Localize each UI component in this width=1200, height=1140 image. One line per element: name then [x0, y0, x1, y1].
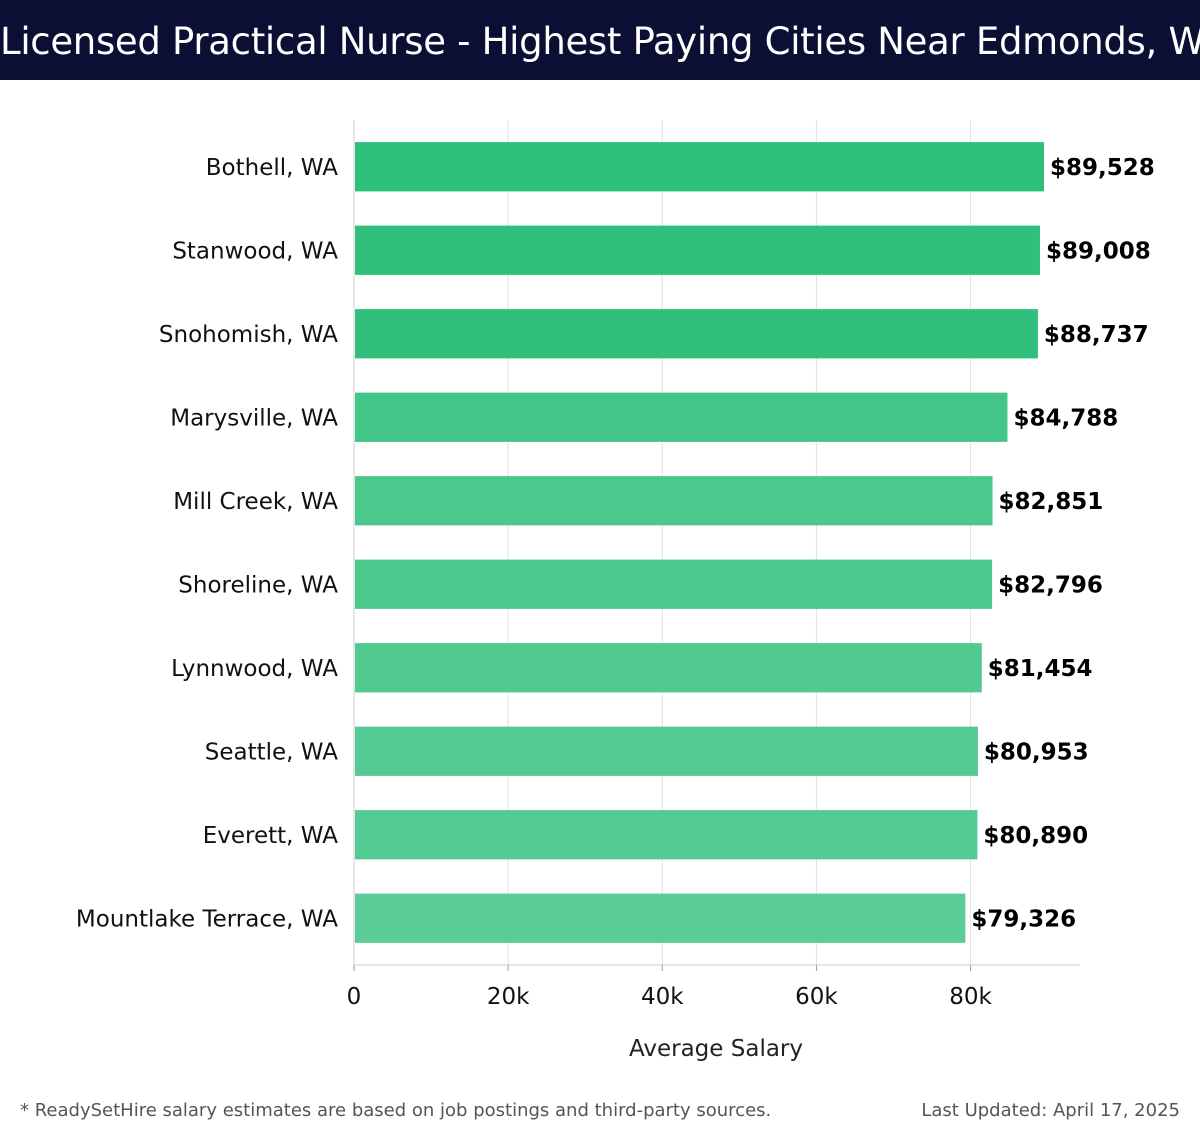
x-tick-label: 20k [487, 984, 530, 1010]
category-label: Shoreline, WA [178, 572, 338, 598]
category-label: Lynnwood, WA [171, 656, 338, 682]
salary-bar-chart: 0 20k 40k 60k 80k Bothell, WA $89,528 Stanwood,… [76, 120, 1155, 1062]
bar [355, 225, 1040, 275]
footnote: * ReadySetHire salary estimates are base… [20, 1100, 772, 1121]
value-label: $81,454 [988, 656, 1093, 682]
x-tick-label: 0 [347, 984, 362, 1010]
value-label: $84,788 [1013, 405, 1118, 431]
x-axis-title: Average Salary [629, 1036, 803, 1062]
labels: 0 20k 40k 60k 80k Bothell, WA $89,528 Stanwood,… [76, 155, 1155, 1010]
bar [355, 309, 1038, 359]
bar [355, 893, 966, 943]
value-label: $89,008 [1046, 238, 1151, 264]
bar [355, 559, 993, 609]
value-label: $80,890 [983, 823, 1088, 849]
category-label: Seattle, WA [205, 739, 339, 765]
bar [355, 643, 982, 693]
value-label: $82,796 [998, 572, 1103, 598]
value-label: $88,737 [1044, 322, 1149, 348]
last-updated: Last Updated: April 17, 2025 [921, 1100, 1180, 1121]
bar [355, 142, 1044, 192]
chart-title: Licensed Practical Nurse - Highest Payin… [0, 20, 1200, 63]
x-tick-label: 80k [949, 984, 992, 1010]
x-tick-label: 60k [795, 984, 838, 1010]
category-label: Everett, WA [203, 823, 339, 849]
value-label: $79,326 [971, 906, 1076, 932]
bar [355, 726, 978, 776]
bar [355, 476, 993, 526]
category-label: Snohomish, WA [159, 322, 338, 348]
value-label: $80,953 [984, 739, 1089, 765]
x-tick-label: 40k [641, 984, 684, 1010]
axes [353, 120, 1080, 971]
category-label: Marysville, WA [170, 405, 338, 431]
category-label: Bothell, WA [206, 155, 338, 181]
value-label: $82,851 [999, 489, 1104, 515]
category-label: Mountlake Terrace, WA [76, 906, 338, 932]
bar [355, 810, 978, 860]
bars [355, 142, 1044, 943]
bar [355, 392, 1008, 442]
category-label: Stanwood, WA [172, 238, 338, 264]
value-label: $89,528 [1050, 155, 1155, 181]
category-label: Mill Creek, WA [173, 489, 338, 515]
chart-header: Licensed Practical Nurse - Highest Payin… [0, 0, 1200, 80]
